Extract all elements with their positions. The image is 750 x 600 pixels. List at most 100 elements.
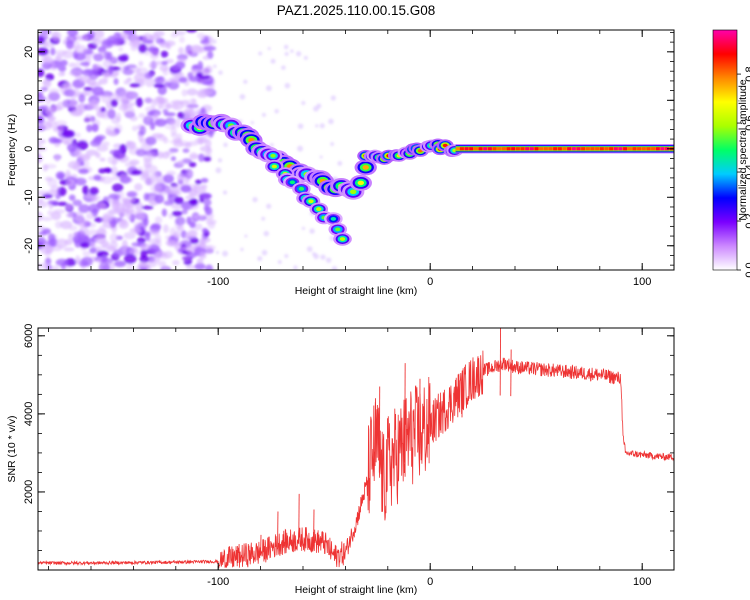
stripe-segment <box>586 147 590 150</box>
noise-blob <box>200 107 205 113</box>
noise-blob <box>203 199 211 206</box>
noise-blob <box>137 213 146 220</box>
spectrogram-ridge <box>180 114 674 246</box>
snr-line <box>38 351 674 568</box>
noise-blob <box>240 248 243 251</box>
noise-blob <box>216 251 219 254</box>
noise-blob <box>181 185 192 193</box>
noise-blob <box>197 258 204 264</box>
colorbar-tick-label: 0.0 <box>744 262 750 277</box>
noise-blob <box>70 110 83 116</box>
snr-y-axis: 200040006000 <box>23 324 674 570</box>
stripe-segment <box>614 147 618 150</box>
noise-blob <box>213 65 217 69</box>
noise-blob <box>66 179 75 186</box>
noise-blob <box>164 82 171 88</box>
ridge-blob <box>316 207 321 211</box>
noise-blob <box>107 156 119 165</box>
noise-blob <box>75 148 82 158</box>
noise-blob <box>175 61 185 69</box>
noise-blob <box>132 125 138 131</box>
noise-blob <box>162 209 167 217</box>
noise-blob <box>201 178 209 183</box>
noise-blob <box>274 109 279 114</box>
stripe-segment <box>483 147 487 150</box>
noise-blob <box>86 213 95 220</box>
noise-blob <box>271 59 276 64</box>
noise-blob <box>190 198 198 206</box>
stripe-segment <box>562 147 566 150</box>
noise-blob <box>177 173 185 181</box>
stripe-segment <box>642 147 646 150</box>
noise-blob <box>129 83 140 87</box>
noise-blob <box>155 234 161 243</box>
noise-blob <box>179 36 185 43</box>
noise-blob <box>203 56 210 61</box>
noise-blob <box>52 31 62 41</box>
stripe-segment <box>516 147 520 150</box>
noise-blob <box>120 249 127 254</box>
noise-blob <box>187 141 199 146</box>
noise-blob <box>45 108 55 116</box>
noise-blob <box>112 183 123 192</box>
noise-blob <box>124 254 137 264</box>
noise-blob <box>205 265 213 273</box>
noise-blob <box>149 152 157 159</box>
noise-blob <box>66 213 74 218</box>
noise-blob <box>118 55 129 62</box>
noise-blob <box>222 251 228 257</box>
noise-blob <box>120 176 131 184</box>
noise-blob <box>140 126 146 136</box>
noise-blob <box>266 204 271 209</box>
noise-blob <box>102 243 110 250</box>
noise-blob <box>153 113 159 118</box>
noise-blob <box>94 136 103 141</box>
noise-blob <box>155 216 162 224</box>
noise-blob <box>127 141 136 148</box>
noise-blob <box>89 71 99 80</box>
stripe-segment <box>521 147 525 150</box>
noise-blob <box>118 47 123 52</box>
noise-blob <box>223 143 228 148</box>
noise-blob <box>44 164 57 169</box>
noise-blob <box>101 176 113 184</box>
noise-blob <box>313 106 319 112</box>
noise-blob <box>48 200 59 204</box>
noise-blob <box>118 105 127 111</box>
noise-blob <box>262 250 268 256</box>
noise-blob <box>66 40 74 49</box>
stripe-segment <box>507 147 511 150</box>
noise-blob <box>166 239 176 246</box>
noise-blob <box>146 115 153 119</box>
noise-blob <box>56 239 68 249</box>
noise-blob <box>147 47 159 51</box>
noise-blob <box>116 112 121 121</box>
ridge-blob <box>270 154 275 158</box>
ridge-blob <box>308 199 313 203</box>
spectrogram-x-tick-label: 0 <box>427 276 433 288</box>
noise-blob <box>243 80 247 84</box>
noise-blob <box>129 228 140 233</box>
stripe-segment <box>646 147 650 150</box>
noise-blob <box>190 238 199 244</box>
noise-blob <box>173 141 184 147</box>
noise-blob <box>189 98 196 103</box>
colorbar-label: Normalized spectral amplitude <box>737 79 749 220</box>
snr-x-axis-label: Height of straight line (km) <box>295 584 418 596</box>
noise-blob <box>309 228 314 233</box>
stripe-segment <box>660 147 664 150</box>
stripe-segment <box>465 147 469 150</box>
stripe-segment <box>535 147 539 150</box>
noise-blob <box>92 65 100 71</box>
ridge-blob <box>358 181 364 186</box>
spectrogram-x-tick-label: -100 <box>207 276 229 288</box>
noise-blob <box>201 186 207 194</box>
noise-blob <box>270 143 274 147</box>
stripe-segment <box>502 147 506 150</box>
noise-blob <box>46 121 58 128</box>
noise-blob <box>101 94 111 103</box>
noise-blob <box>55 50 67 55</box>
stripe-segment <box>651 147 655 150</box>
snr-frame <box>38 328 674 570</box>
ridge-blob <box>299 187 304 191</box>
